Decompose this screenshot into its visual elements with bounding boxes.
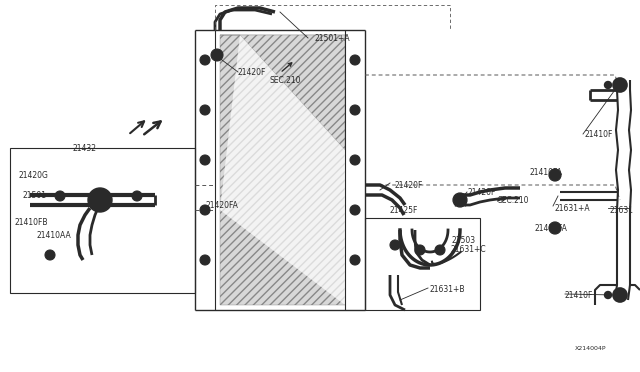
Text: 21420G: 21420G [18,170,48,180]
Circle shape [200,55,210,65]
Circle shape [350,155,360,165]
Polygon shape [220,35,345,150]
Text: 21503: 21503 [452,235,476,244]
Polygon shape [220,35,345,305]
Text: 21410F: 21410F [565,291,593,299]
Circle shape [605,81,611,89]
Text: 21631+B: 21631+B [430,285,465,295]
Text: 21410FA: 21410FA [530,167,563,176]
Circle shape [613,288,627,302]
Polygon shape [220,35,345,305]
Circle shape [132,191,142,201]
Text: 21501+A: 21501+A [315,33,351,42]
Circle shape [200,105,210,115]
Text: 21631+C: 21631+C [451,246,486,254]
Circle shape [350,255,360,265]
Bar [10,148,195,293]
Text: SEC.210: SEC.210 [270,76,301,84]
Text: 21410FA: 21410FA [535,224,568,232]
Circle shape [350,105,360,115]
Circle shape [200,255,210,265]
Circle shape [200,205,210,215]
Text: 21501: 21501 [22,190,46,199]
Circle shape [549,169,561,181]
Circle shape [617,292,623,298]
Circle shape [549,222,561,234]
Text: 21631+A: 21631+A [555,203,591,212]
Text: 21410FB: 21410FB [14,218,47,227]
Circle shape [390,240,400,250]
Text: 21420F: 21420F [395,180,424,189]
Circle shape [613,78,627,92]
Circle shape [605,292,611,298]
Circle shape [350,55,360,65]
Text: SEC.210: SEC.210 [498,196,529,205]
Circle shape [88,188,112,212]
Text: 21420F: 21420F [468,187,497,196]
Circle shape [435,245,445,255]
Text: 21410AA: 21410AA [36,231,71,240]
Text: X214004P: X214004P [575,346,607,350]
Circle shape [55,191,65,201]
Text: 21420F: 21420F [238,67,266,77]
Circle shape [617,82,623,88]
Circle shape [415,245,425,255]
Circle shape [200,155,210,165]
Text: 21410F: 21410F [585,129,613,138]
Circle shape [214,52,220,58]
Circle shape [453,193,467,207]
Text: 21425F: 21425F [390,205,419,215]
Circle shape [45,250,55,260]
Text: 21432: 21432 [72,144,96,153]
Circle shape [211,49,223,61]
Bar [365,218,480,310]
Text: 21631: 21631 [610,205,634,215]
Circle shape [552,225,557,231]
Circle shape [552,173,557,177]
Text: 21420FA: 21420FA [205,201,238,209]
Circle shape [350,205,360,215]
